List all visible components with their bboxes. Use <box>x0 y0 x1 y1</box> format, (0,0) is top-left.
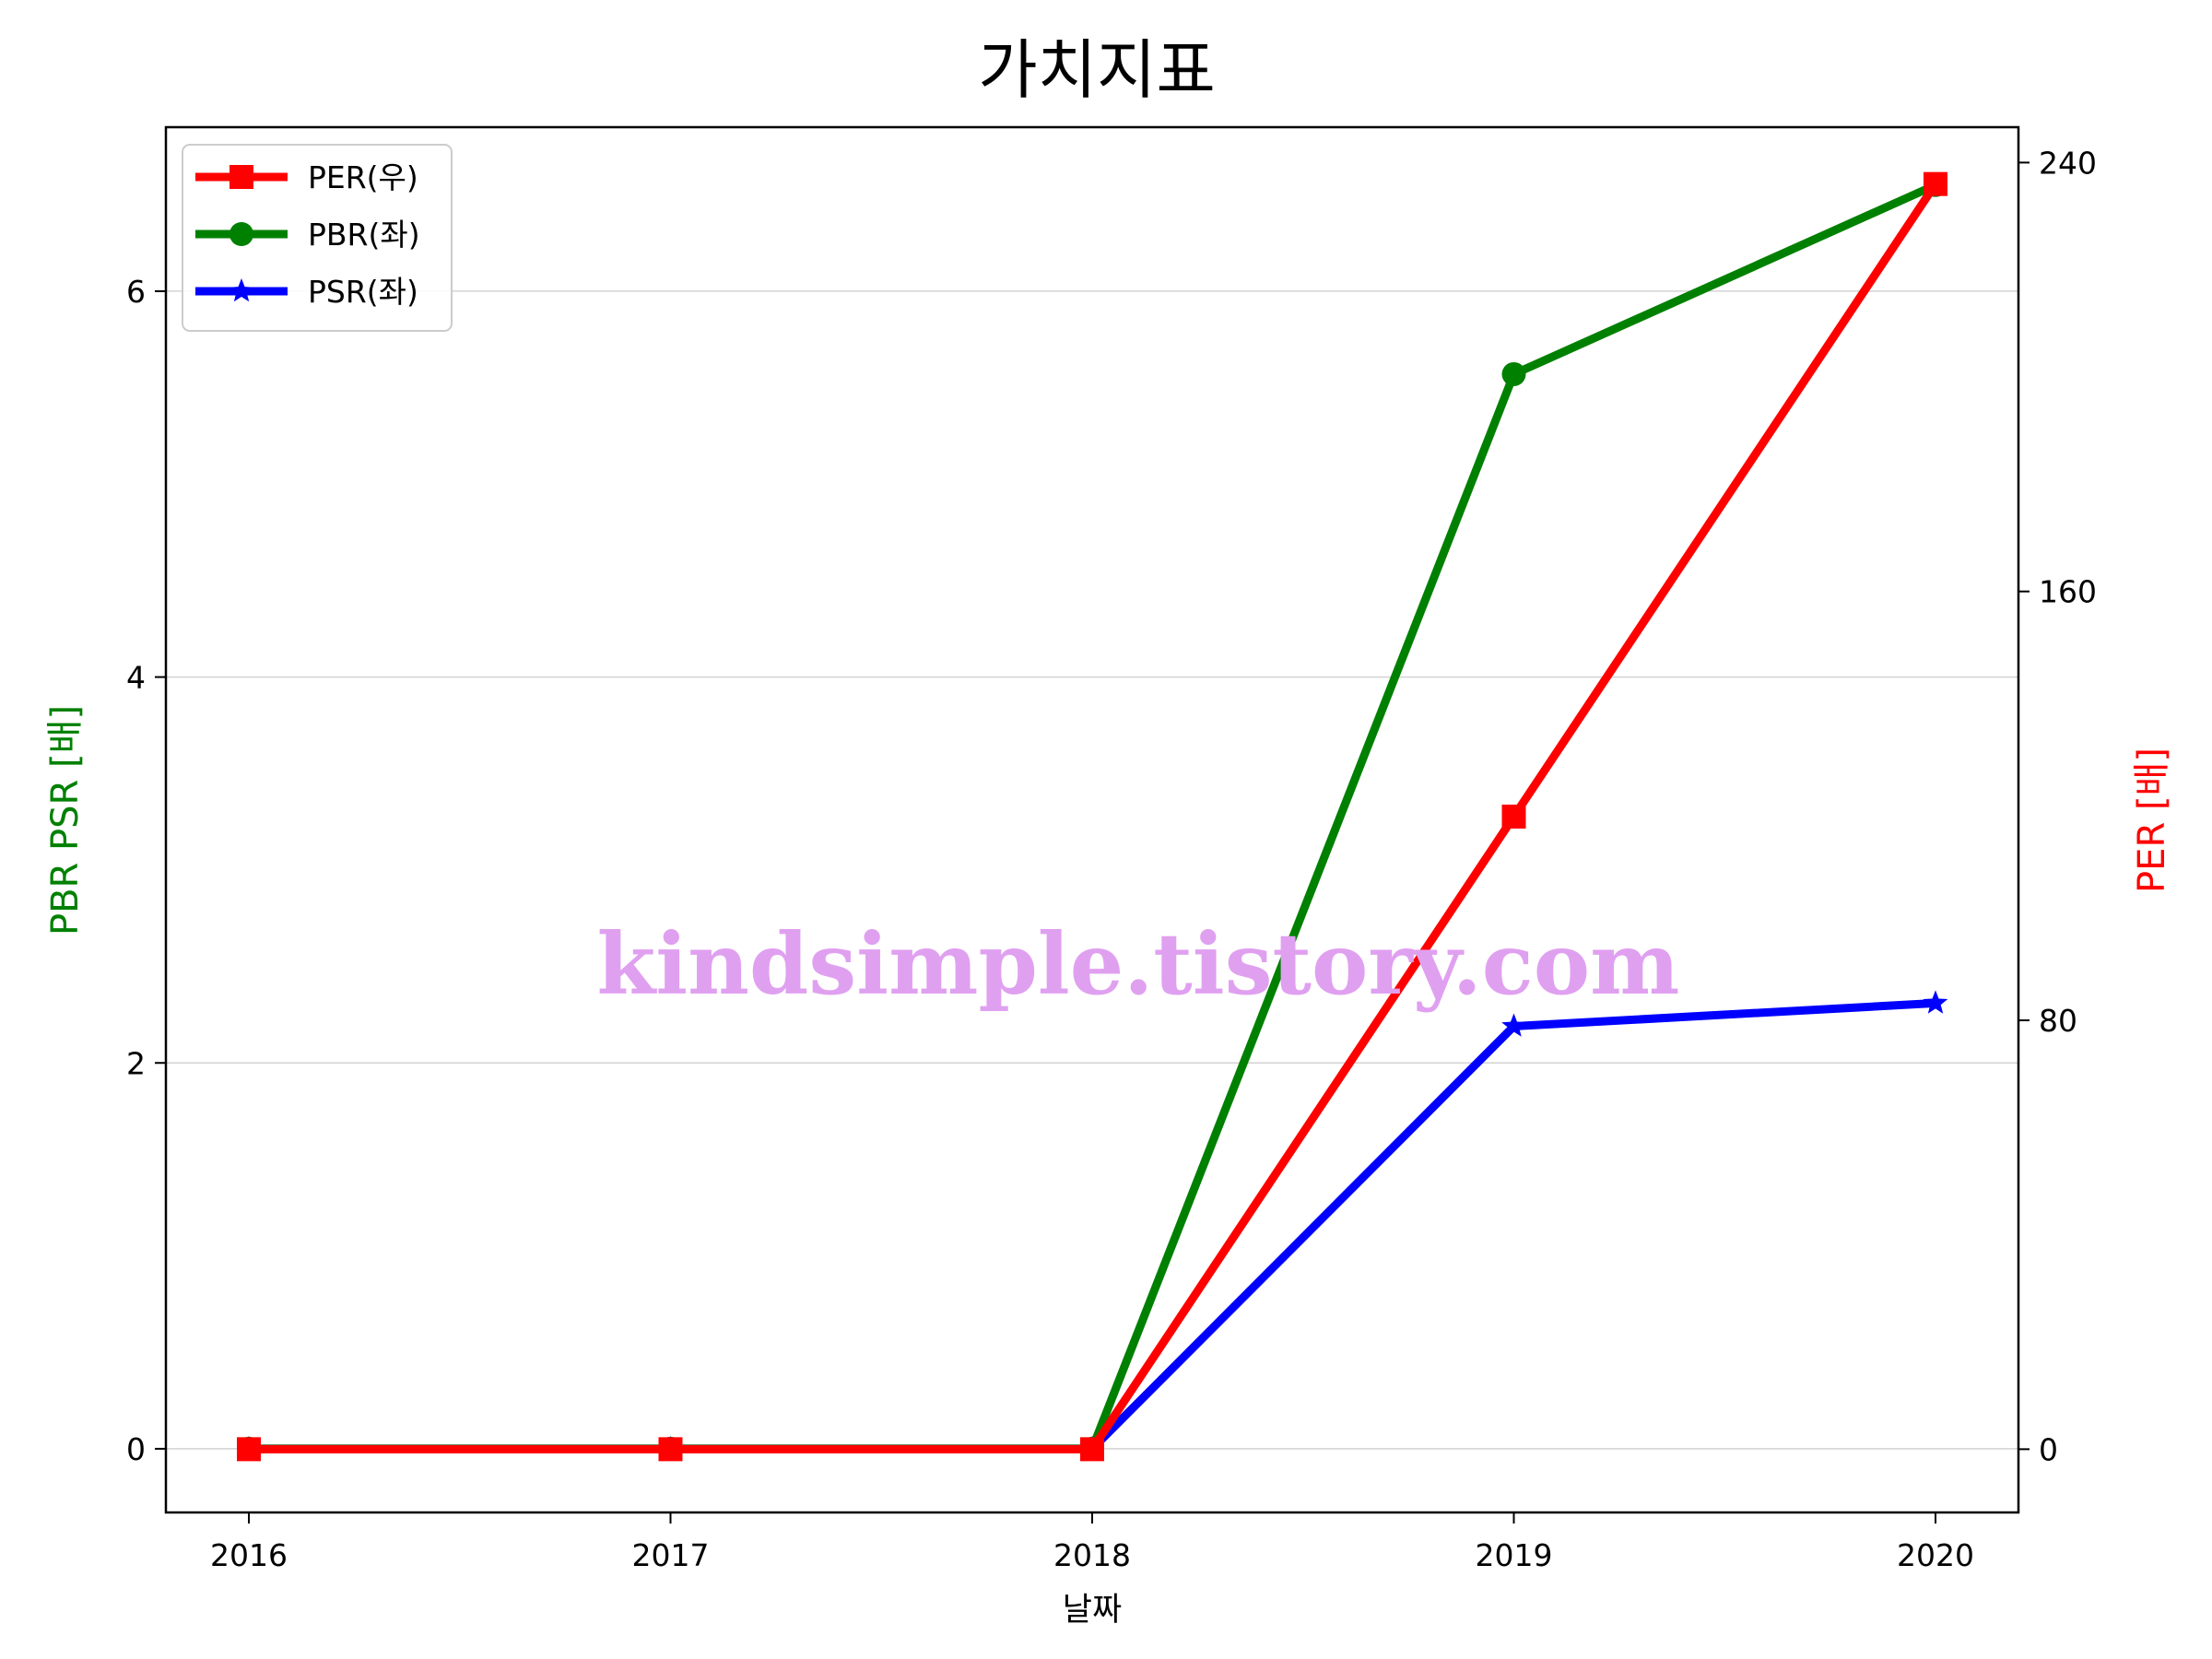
x-tick-label: 2019 <box>1476 1537 1553 1573</box>
series-PER(우) <box>237 171 1947 1462</box>
y-right-tick-label: 240 <box>2039 145 2097 181</box>
data-point <box>237 1437 261 1462</box>
data-point <box>1924 171 1947 196</box>
legend-marker <box>229 278 254 302</box>
y-right-tick-label: 80 <box>2039 1003 2077 1039</box>
legend-item: PBR(좌) <box>195 217 420 253</box>
series-line <box>249 182 1939 1453</box>
legend: PER(우) PBR(좌) PSR(좌) <box>182 144 453 332</box>
x-tick-label: 2017 <box>632 1537 710 1573</box>
data-point <box>1501 805 1526 830</box>
series-layer <box>236 171 1948 1462</box>
watermark-text: kindsimple.tistory.com <box>596 914 1679 1014</box>
x-tick-label: 2020 <box>1897 1537 1974 1573</box>
data-point <box>1501 361 1526 386</box>
plot-area <box>164 125 2020 1514</box>
y-axis-right-label: PER [배] <box>2131 747 2173 893</box>
y-left-tick-label: 4 <box>126 660 146 696</box>
x-tick-label: 2018 <box>1053 1537 1131 1573</box>
series-PSR(좌) <box>236 990 1948 1460</box>
legend-marker <box>229 165 253 189</box>
legend-item: PSR(좌) <box>195 274 418 310</box>
grid-lines <box>166 290 2018 1450</box>
data-point <box>1923 990 1948 1014</box>
y-axis-right: 0 80 160 240 <box>2018 145 2097 1467</box>
legend-marker <box>229 222 253 246</box>
y-axis-left: 0 2 4 6 <box>126 274 166 1467</box>
legend-label: PER(우) <box>308 159 418 195</box>
y-left-tick-label: 0 <box>126 1431 146 1467</box>
series-line <box>249 998 1936 1453</box>
x-axis-label: 날짜 <box>1063 1592 1122 1629</box>
y-left-tick-label: 2 <box>126 1045 146 1081</box>
legend-label: PBR(좌) <box>308 217 420 253</box>
chart-title: 가치지표 <box>978 32 1216 108</box>
data-point <box>1080 1437 1104 1462</box>
y-left-tick-label: 6 <box>126 274 146 310</box>
series-PBR(좌) <box>237 172 1947 1461</box>
data-point <box>658 1437 683 1462</box>
y-right-tick-label: 160 <box>2039 574 2097 610</box>
series-line <box>249 181 1937 1453</box>
x-axis: 2016 2017 2018 2019 2020 <box>210 1512 1974 1573</box>
x-tick-label: 2016 <box>210 1537 288 1573</box>
legend-box <box>182 144 453 332</box>
data-point <box>1501 1013 1526 1037</box>
y-right-tick-label: 0 <box>2039 1431 2058 1467</box>
y-axis-left-label: PBR PSR [배] <box>44 705 87 935</box>
legend-label: PSR(좌) <box>308 274 418 310</box>
legend-item: PER(우) <box>195 159 418 195</box>
